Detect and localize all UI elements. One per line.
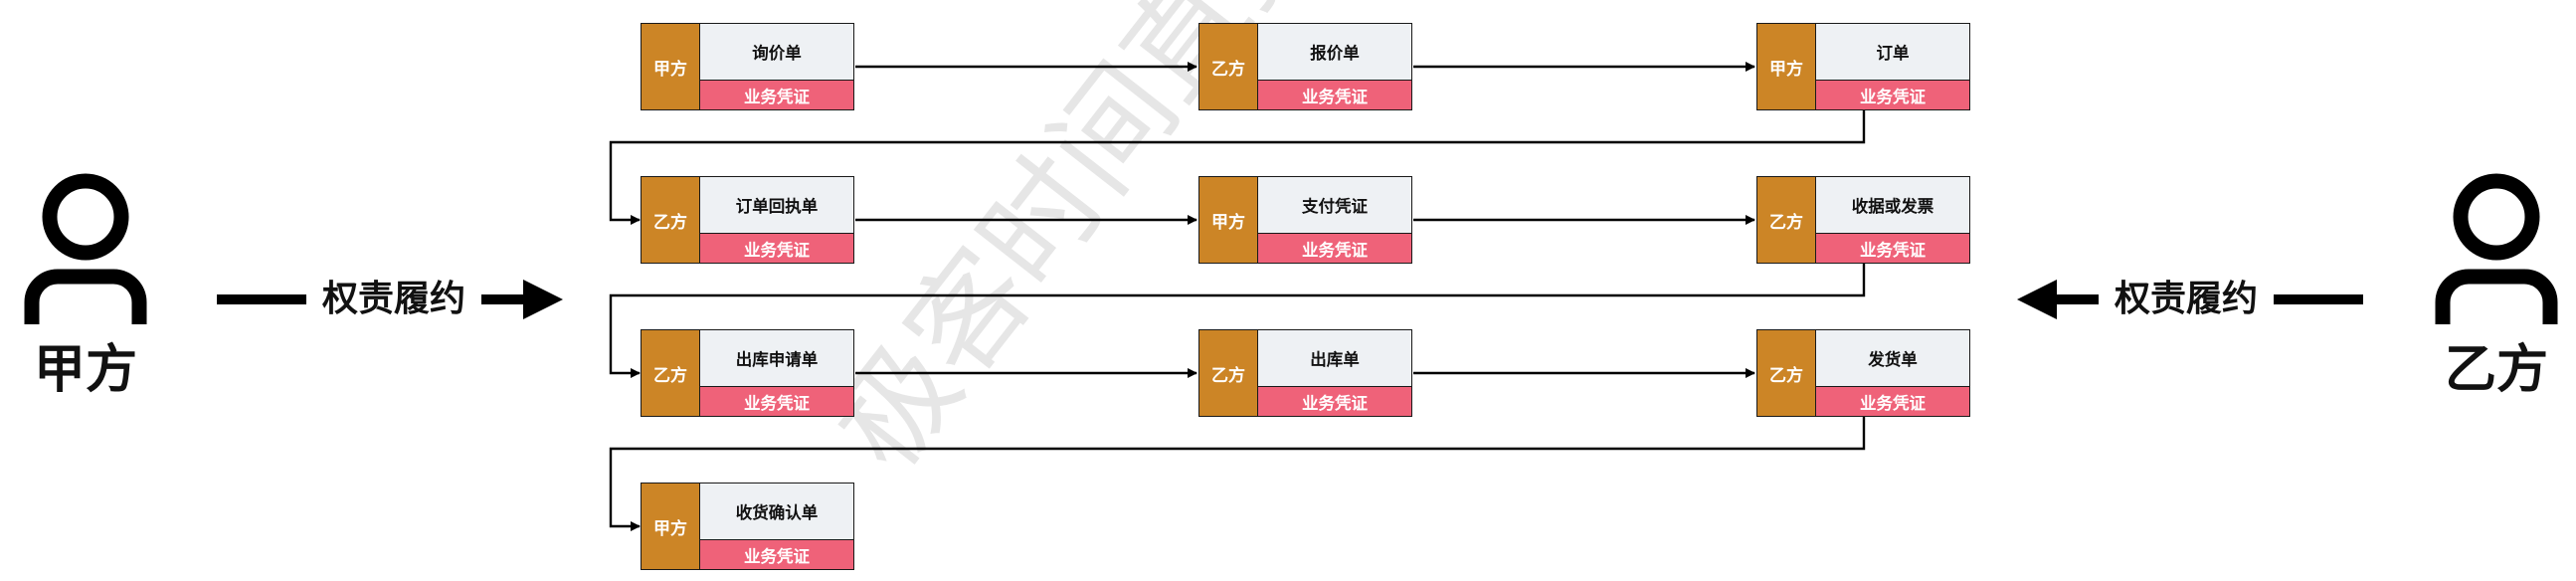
party-tag: 乙方 (1757, 177, 1816, 263)
flow-node-quote[interactable]: 乙方 报价单 业务凭证 (1198, 23, 1412, 110)
wrap-connector (609, 110, 1866, 225)
arrow-left-icon (2017, 280, 2057, 319)
arrow-right-icon (523, 280, 564, 319)
doc-title: 报价单 (1258, 24, 1411, 80)
doc-title: 支付凭证 (1258, 177, 1411, 233)
dash-line (2274, 294, 2364, 304)
party-tag: 乙方 (642, 177, 700, 263)
right-role-text: 权责履约 (2115, 279, 2259, 319)
doc-title: 订单 (1816, 24, 1969, 80)
dash-line (481, 294, 524, 304)
dash-line (217, 294, 306, 304)
party-tag: 乙方 (1199, 24, 1258, 109)
dash-line (2057, 294, 2099, 304)
person-icon (2435, 173, 2558, 324)
right-role-label: 权责履约 (2017, 279, 2364, 319)
flow-node-order[interactable]: 甲方 订单 业务凭证 (1756, 23, 1970, 110)
doc-title: 发货单 (1816, 330, 1969, 386)
party-tag: 甲方 (642, 484, 700, 569)
flow-node-inquiry[interactable]: 甲方 询价单 业务凭证 (641, 23, 854, 110)
cert-tag: 业务凭证 (1816, 80, 1969, 109)
doc-title: 收货确认单 (700, 484, 853, 539)
doc-title: 订单回执单 (700, 177, 853, 233)
party-tag: 乙方 (1199, 330, 1258, 416)
cert-tag: 业务凭证 (1258, 80, 1411, 109)
wrap-connector (609, 264, 1866, 378)
cert-tag: 业务凭证 (700, 386, 853, 416)
party-tag: 乙方 (1757, 330, 1816, 416)
cert-tag: 业务凭证 (700, 80, 853, 109)
left-role-text: 权责履约 (322, 279, 466, 319)
cert-tag: 业务凭证 (1816, 386, 1969, 416)
party-tag: 乙方 (642, 330, 700, 416)
party-tag: 甲方 (1199, 177, 1258, 263)
cert-tag: 业务凭证 (700, 539, 853, 569)
right-actor-name: 乙方 (2444, 340, 2548, 400)
left-actor: 甲方 (0, 169, 175, 396)
flow-node-invoice[interactable]: 乙方 收据或发票 业务凭证 (1756, 176, 1970, 264)
flow-node-outbound[interactable]: 乙方 出库单 业务凭证 (1198, 329, 1412, 417)
left-role-label: 权责履约 (217, 279, 564, 319)
right-actor: 乙方 (2407, 169, 2576, 396)
person-icon (24, 173, 147, 324)
party-tag: 甲方 (642, 24, 700, 109)
cert-tag: 业务凭证 (1258, 233, 1411, 263)
flow-node-payment[interactable]: 甲方 支付凭证 业务凭证 (1198, 176, 1412, 264)
cert-tag: 业务凭证 (1816, 233, 1969, 263)
doc-title: 出库单 (1258, 330, 1411, 386)
doc-title: 收据或发票 (1816, 177, 1969, 233)
left-actor-name: 甲方 (33, 340, 137, 400)
flow-node-order-receipt[interactable]: 乙方 订单回执单 业务凭证 (641, 176, 854, 264)
party-tag: 甲方 (1757, 24, 1816, 109)
doc-title: 出库申请单 (700, 330, 853, 386)
flow-node-outbound-request[interactable]: 乙方 出库申请单 业务凭证 (641, 329, 854, 417)
cert-tag: 业务凭证 (1258, 386, 1411, 416)
wrap-connector (609, 417, 1866, 531)
flow-node-receipt-confirm[interactable]: 甲方 收货确认单 业务凭证 (641, 483, 854, 570)
flow-node-shipping[interactable]: 乙方 发货单 业务凭证 (1756, 329, 1970, 417)
cert-tag: 业务凭证 (700, 233, 853, 263)
doc-title: 询价单 (700, 24, 853, 80)
